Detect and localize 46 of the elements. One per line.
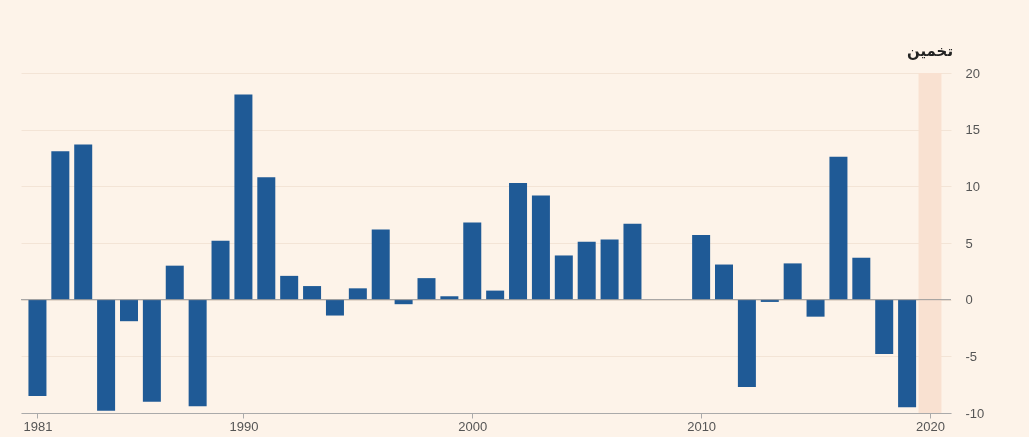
- x-tick-label: 1981: [23, 418, 53, 434]
- bar: [783, 263, 802, 300]
- y-tick-label: 0: [965, 292, 973, 308]
- bar: [280, 275, 299, 300]
- bar: [165, 265, 184, 300]
- x-tick-label: 2020: [916, 418, 945, 434]
- bar: [211, 240, 230, 300]
- y-tick-label: 15: [965, 122, 980, 138]
- bar: [119, 299, 138, 322]
- y-tick-label: -10: [965, 405, 985, 421]
- bar: [234, 94, 253, 300]
- bar: [600, 239, 619, 300]
- bar: [28, 299, 47, 396]
- bar: [371, 229, 390, 300]
- bar: [97, 299, 116, 411]
- bar: [852, 257, 871, 300]
- bar: [715, 264, 734, 300]
- x-tick-label: 1990: [229, 418, 259, 434]
- bar: [142, 299, 161, 402]
- y-tick-label: 20: [965, 65, 980, 81]
- bar: [806, 299, 825, 317]
- bar: [898, 299, 917, 408]
- bar: [348, 288, 367, 300]
- x-tick-label: 2000: [458, 418, 488, 434]
- bar: [417, 278, 436, 300]
- bar: [74, 144, 93, 300]
- y-tick-label: 10: [965, 178, 980, 194]
- band-label: تخمین: [906, 42, 954, 60]
- bar: [257, 177, 276, 300]
- bar: [692, 235, 711, 300]
- bar: [531, 195, 550, 300]
- bar: [875, 299, 894, 355]
- bar: [623, 223, 642, 300]
- bar: [509, 182, 528, 300]
- bar: [577, 241, 596, 300]
- bar: [554, 255, 573, 300]
- bar: [325, 299, 344, 316]
- bar: [463, 222, 482, 300]
- y-tick-label: -5: [965, 348, 978, 364]
- x-tick-label: 2010: [687, 418, 717, 434]
- bar: [51, 151, 70, 300]
- bar: [737, 299, 756, 387]
- bar: [829, 156, 848, 300]
- y-tick-label: 5: [965, 235, 973, 251]
- bar: [188, 299, 207, 407]
- bar: [303, 286, 322, 300]
